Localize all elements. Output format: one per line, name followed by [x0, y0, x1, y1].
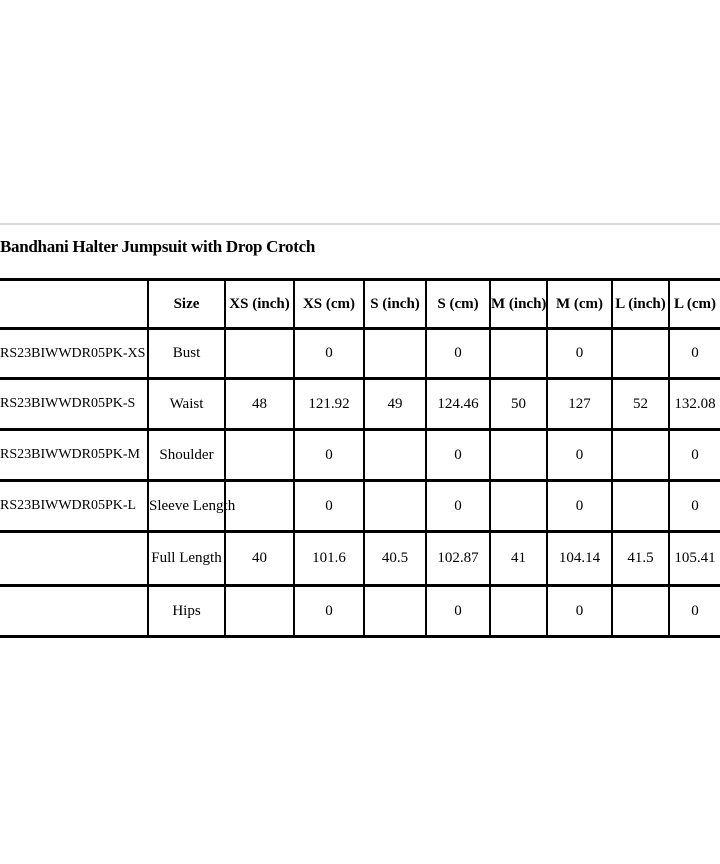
table-row-full-length: Full Length 40 101.6 40.5 102.87 41 104.…: [0, 530, 720, 587]
header-cell-m-inch: M (inch): [489, 278, 548, 330]
cell-sku: RS23BIWWDR05PK-L: [0, 479, 149, 533]
header-cell-xs-inch: XS (inch): [224, 278, 295, 330]
cell-sku: RS23BIWWDR05PK-S: [0, 377, 149, 431]
cell-value: [489, 428, 548, 482]
cell-value: 104.14: [546, 530, 613, 587]
header-cell-s-cm: S (cm): [425, 278, 491, 330]
cell-value: 0: [425, 428, 491, 482]
cell-value: [224, 327, 295, 380]
cell-value: [363, 428, 427, 482]
cell-value: 124.46: [425, 377, 491, 431]
cell-value: [611, 327, 670, 380]
cell-value: 41.5: [611, 530, 670, 587]
cell-value: 0: [546, 584, 613, 638]
cell-value: 105.41: [668, 530, 720, 587]
cell-value: 40.5: [363, 530, 427, 587]
cell-value: [489, 327, 548, 380]
header-cell-l-inch: L (inch): [611, 278, 670, 330]
cell-value: 0: [293, 428, 365, 482]
cell-measure: Full Length: [147, 530, 226, 587]
product-title: Bandhani Halter Jumpsuit with Drop Crotc…: [0, 237, 316, 256]
cell-sku: RS23BIWWDR05PK-M: [0, 428, 149, 482]
cell-value: 127: [546, 377, 613, 431]
cell-value: 0: [293, 327, 365, 380]
cell-value: 48: [224, 377, 295, 431]
horizontal-divider: [0, 223, 720, 225]
cell-value: 0: [668, 479, 720, 533]
cell-value: 41: [489, 530, 548, 587]
cell-value: [611, 479, 670, 533]
table-row-shoulder: RS23BIWWDR05PK-M Shoulder 0 0 0 0: [0, 428, 720, 482]
cell-sku: [0, 530, 149, 587]
cell-value: 0: [425, 479, 491, 533]
cell-value: 0: [546, 428, 613, 482]
cell-value: 52: [611, 377, 670, 431]
table-row-bust: RS23BIWWDR05PK-XS Bust 0 0 0 0: [0, 327, 720, 380]
table-row-waist: RS23BIWWDR05PK-S Waist 48 121.92 49 124.…: [0, 377, 720, 431]
cell-value: 101.6: [293, 530, 365, 587]
cell-value: 0: [546, 479, 613, 533]
cell-value: 0: [425, 327, 491, 380]
cell-value: 49: [363, 377, 427, 431]
cell-measure: Waist: [147, 377, 226, 431]
cell-value: 0: [425, 584, 491, 638]
cell-measure: Hips: [147, 584, 226, 638]
table-row-hips: Hips 0 0 0 0: [0, 584, 720, 638]
header-cell-s-inch: S (inch): [363, 278, 427, 330]
header-cell-xs-cm: XS (cm): [293, 278, 365, 330]
cell-value: [224, 428, 295, 482]
header-cell-m-cm: M (cm): [546, 278, 613, 330]
header-cell-sku: [0, 278, 149, 330]
cell-value: [611, 428, 670, 482]
cell-value: 0: [668, 584, 720, 638]
size-chart-table: Size XS (inch) XS (cm) S (inch) S (cm) M…: [0, 278, 720, 638]
cell-value: 0: [668, 327, 720, 380]
cell-value: [363, 584, 427, 638]
cell-value: 132.08: [668, 377, 720, 431]
cell-value: 0: [546, 327, 613, 380]
cell-value: 50: [489, 377, 548, 431]
cell-value: 0: [293, 479, 365, 533]
table-row-sleeve-length: RS23BIWWDR05PK-L Sleeve Length 0 0 0 0: [0, 479, 720, 533]
header-cell-l-cm: L (cm): [668, 278, 720, 330]
cell-value: [363, 479, 427, 533]
cell-measure: Shoulder: [147, 428, 226, 482]
cell-value: 102.87: [425, 530, 491, 587]
cell-value: 0: [293, 584, 365, 638]
cell-value: [224, 479, 295, 533]
cell-value: [363, 327, 427, 380]
cell-value: [224, 584, 295, 638]
cell-value: 0: [668, 428, 720, 482]
cell-value: [489, 584, 548, 638]
cell-value: [611, 584, 670, 638]
header-cell-size: Size: [147, 278, 226, 330]
cell-measure: Sleeve Length: [147, 479, 235, 533]
cell-value: 121.92: [293, 377, 365, 431]
cell-measure: Bust: [147, 327, 226, 380]
cell-value: 40: [224, 530, 295, 587]
header-row: Size XS (inch) XS (cm) S (inch) S (cm) M…: [0, 278, 720, 330]
cell-value: [489, 479, 548, 533]
cell-sku: [0, 584, 149, 638]
cell-sku: RS23BIWWDR05PK-XS: [0, 327, 149, 380]
